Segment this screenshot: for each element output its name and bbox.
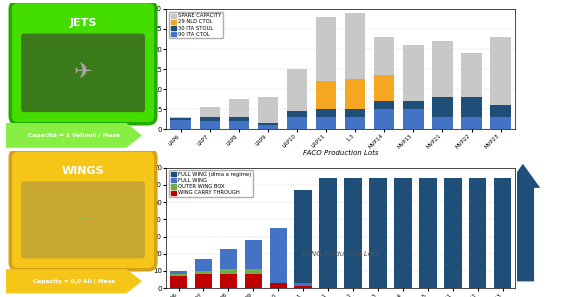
Bar [294,283,312,286]
Legend: SPARE CAPACITY, 29 NLD CTOL, 30 ITA STOUL, 90 ITA CTOL: SPARE CAPACITY, 29 NLD CTOL, 30 ITA STOU… [169,12,223,38]
Bar [419,178,437,288]
Bar [490,105,511,117]
Bar [220,269,237,274]
Bar [316,117,336,129]
Bar [171,117,191,118]
Bar [345,109,365,117]
Bar [294,190,312,283]
Bar [195,259,212,271]
Bar [229,99,249,117]
Bar [461,97,482,117]
Bar [369,178,387,288]
Text: JETS: JETS [69,18,97,28]
Bar [270,228,287,283]
Bar [345,178,362,288]
Bar [287,111,307,117]
Bar [294,286,312,288]
Bar [244,240,262,269]
FancyArrow shape [506,164,540,282]
Bar [394,178,412,288]
Text: WINGS: WINGS [62,166,104,176]
Bar [345,79,365,109]
Bar [432,97,453,117]
Bar [374,101,395,109]
FancyBboxPatch shape [10,1,156,124]
Bar [244,274,262,288]
Bar [316,109,336,117]
Bar [319,178,337,288]
Y-axis label: JETS: JETS [141,61,150,78]
FancyArrow shape [6,269,142,293]
Bar [316,17,336,81]
Y-axis label: WINGS: WINGS [141,215,150,241]
X-axis label: FACO Production Lots: FACO Production Lots [303,150,378,156]
Text: ✈: ✈ [74,63,92,83]
Bar [494,178,511,288]
Bar [432,41,453,97]
Bar [432,117,453,129]
Legend: FULL WING (dima a regime), FULL WING, OUTER WING BOX, WING CARRY THROUGH: FULL WING (dima a regime), FULL WING, OU… [169,170,253,197]
Text: WING Production Lots: WING Production Lots [302,251,379,257]
Bar [374,75,395,101]
Bar [316,81,336,109]
Bar [490,37,511,105]
Bar [199,121,220,129]
Bar [171,118,191,120]
Bar [287,69,307,111]
Bar [220,249,237,269]
Bar [270,283,287,288]
FancyBboxPatch shape [21,181,145,258]
Bar [461,117,482,129]
Bar [258,97,278,123]
Bar [199,107,220,117]
Bar [220,274,237,288]
Bar [229,121,249,129]
Bar [374,109,395,129]
Bar [444,178,462,288]
Bar [403,101,423,109]
Bar [170,274,187,276]
Bar [258,125,278,129]
Bar [244,269,262,274]
Bar [195,274,212,288]
Bar [287,117,307,129]
Bar [403,109,423,129]
Bar [374,37,395,75]
Bar [170,276,187,288]
Bar [490,117,511,129]
FancyBboxPatch shape [21,34,145,112]
Bar [469,178,486,288]
Text: Capacity = 0,0 Ali / Mese: Capacity = 0,0 Ali / Mese [33,279,115,284]
FancyBboxPatch shape [10,150,156,270]
Bar [345,117,365,129]
Bar [171,120,191,129]
FancyArrow shape [6,123,142,148]
Bar [258,123,278,125]
Text: Capacità = 2 Velivoli / Mese: Capacità = 2 Velivoli / Mese [28,133,120,138]
Bar [345,13,365,79]
Text: ~: ~ [76,211,90,229]
Bar [461,53,482,97]
Bar [229,117,249,121]
Bar [199,117,220,121]
Bar [403,45,423,101]
Bar [170,271,187,274]
Bar [195,271,212,274]
